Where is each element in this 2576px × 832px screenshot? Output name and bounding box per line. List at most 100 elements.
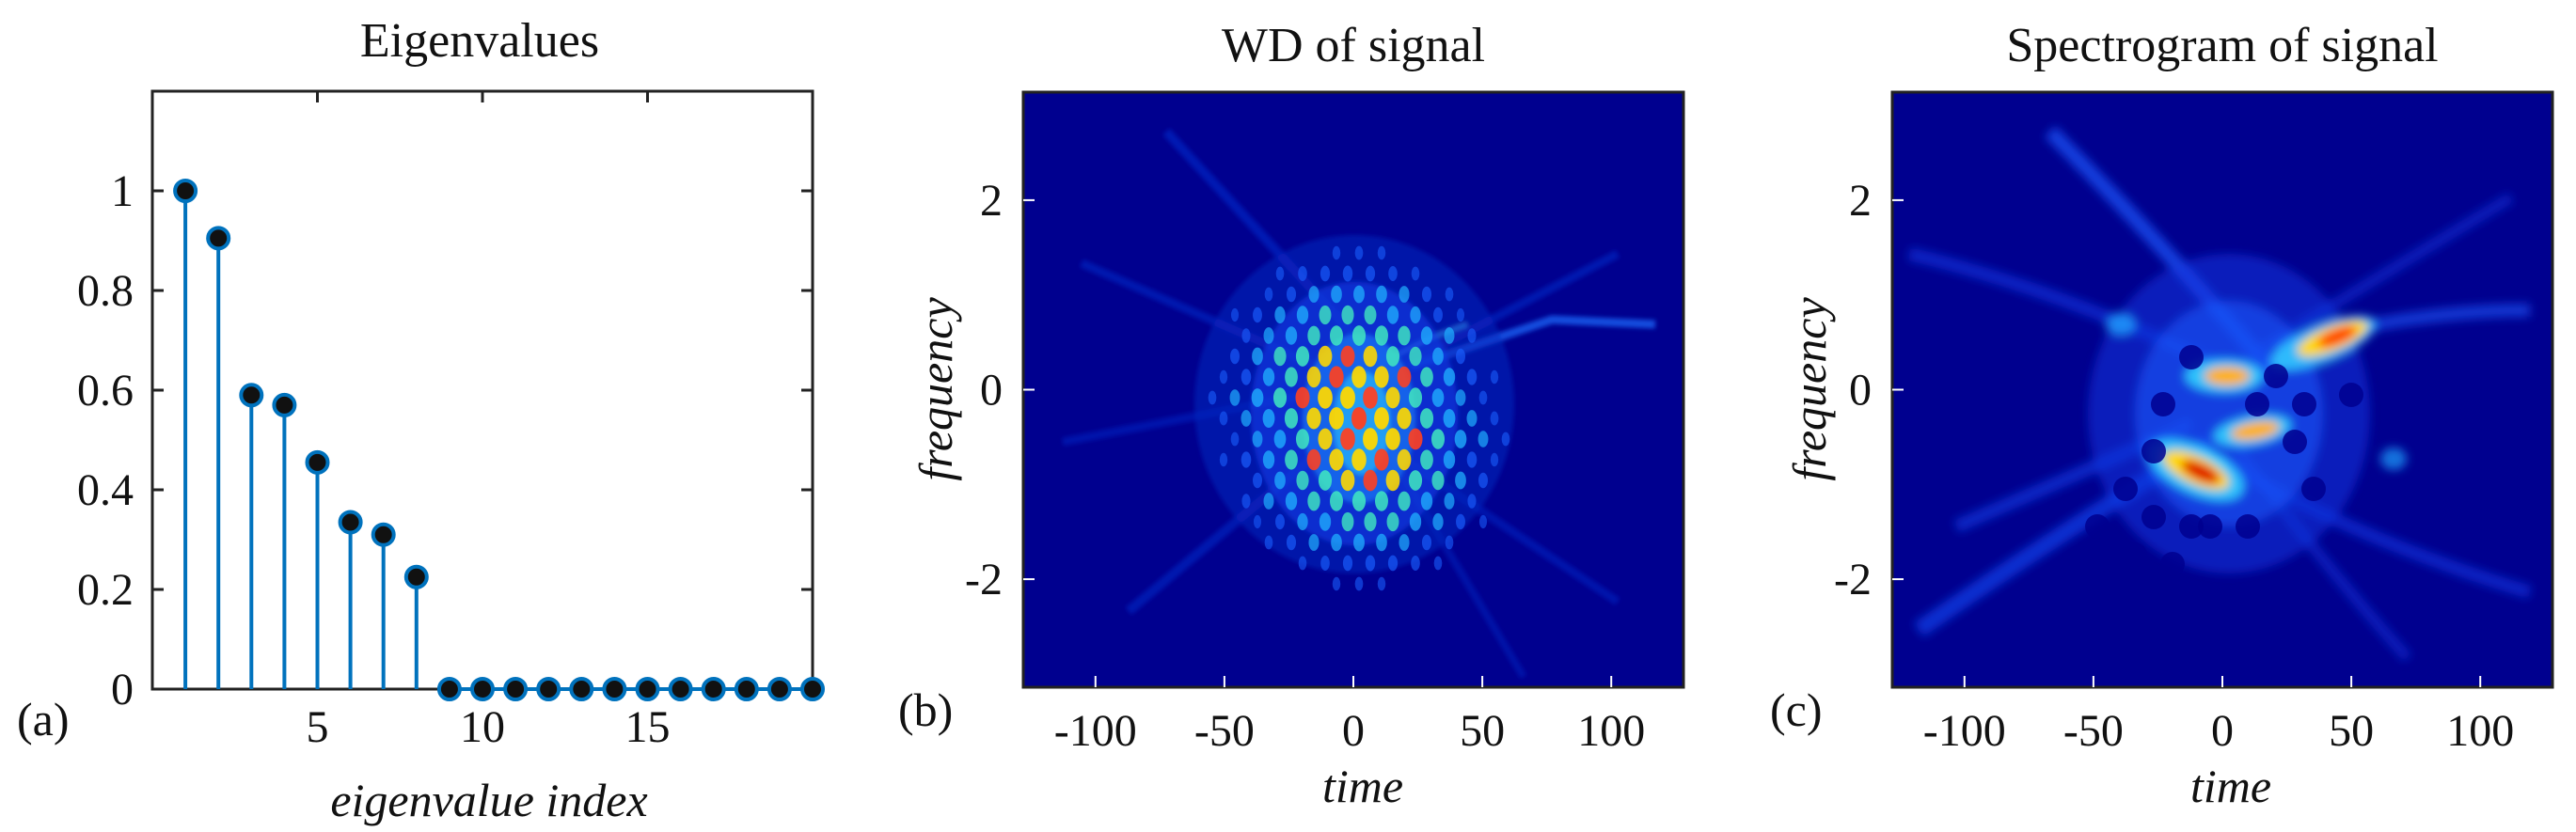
- wd-speckle: [1385, 346, 1400, 367]
- panel-b-y-axis-label: frequency: [909, 297, 962, 481]
- wd-speckle: [1490, 369, 1499, 385]
- wd-speckle: [1467, 328, 1477, 343]
- wd-speckle: [1420, 492, 1433, 510]
- panel-a-label: (a): [17, 693, 70, 746]
- wd-speckle: [1466, 410, 1478, 427]
- wd-speckle: [1306, 366, 1321, 388]
- wd-speckle: [1331, 533, 1342, 552]
- wd-speckle: [1444, 493, 1455, 510]
- x-tick-label: 100: [1577, 706, 1645, 756]
- wd-speckle: [1353, 533, 1365, 552]
- wd-speckle: [1286, 286, 1297, 303]
- x-tick-label: -50: [1194, 706, 1255, 756]
- wd-speckle: [1262, 409, 1275, 428]
- wd-speckle: [1253, 306, 1262, 323]
- wd-speckle: [1351, 491, 1367, 511]
- wd-speckle: [1376, 533, 1387, 552]
- wd-speckle: [1375, 491, 1388, 511]
- wd-speckle: [1219, 369, 1228, 385]
- wd-speckle: [1342, 265, 1353, 282]
- wd-speckle: [1365, 555, 1376, 572]
- panel-a-stems: [173, 179, 825, 701]
- wd-speckle: [1329, 407, 1344, 430]
- panel-c-label: (c): [1770, 683, 1823, 736]
- wd-speckle: [1385, 469, 1400, 492]
- wd-speckle: [1351, 366, 1367, 388]
- wd-speckle: [1329, 448, 1344, 471]
- lattice-hole: [2301, 477, 2326, 501]
- wd-speckle: [1363, 386, 1378, 409]
- panel-c-dark-lattice: [2085, 345, 2363, 595]
- wd-speckle: [1388, 266, 1398, 281]
- wd-speckle: [1241, 410, 1252, 427]
- wd-speckle: [1319, 305, 1332, 325]
- lattice-hole: [2151, 392, 2175, 416]
- wd-speckle: [1410, 306, 1421, 324]
- wd-speckle: [1330, 491, 1343, 511]
- panel-c-x-axis-label: time: [2190, 760, 2271, 812]
- wd-speckle: [1455, 389, 1466, 406]
- wd-speckle: [1295, 346, 1310, 367]
- stem-marker: [766, 677, 792, 701]
- wd-speckle: [1230, 307, 1240, 322]
- wd-speckle: [1340, 428, 1355, 450]
- wd-speckle: [1285, 367, 1298, 387]
- stem-marker: [503, 677, 529, 701]
- wd-speckle: [1375, 325, 1388, 346]
- panel-b-label: (b): [898, 683, 953, 736]
- x-tick-label: -50: [2063, 706, 2124, 756]
- wd-speckle: [1490, 411, 1499, 426]
- wd-speckle: [1444, 327, 1455, 344]
- lattice-hole: [2179, 514, 2204, 539]
- wd-speckle: [1351, 448, 1367, 471]
- panel-a-x-axis-label: eigenvalue index: [330, 774, 647, 826]
- stem-marker: [734, 677, 759, 701]
- wd-speckle: [1219, 452, 1228, 467]
- wd-speckle: [1408, 470, 1423, 491]
- wd-speckle: [1341, 305, 1354, 325]
- lattice-hole: [2141, 505, 2166, 529]
- x-tick-label: 0: [2211, 706, 2234, 756]
- y-tick-label: 2: [980, 176, 1003, 226]
- y-tick-label: 2: [1849, 176, 1872, 226]
- wd-speckle: [1285, 326, 1298, 345]
- wd-speckle: [1308, 286, 1320, 303]
- wd-speckle: [1320, 556, 1330, 571]
- wd-speckle: [1454, 430, 1467, 448]
- wd-speckle: [1241, 328, 1251, 343]
- wd-speckle: [1374, 366, 1389, 388]
- wd-speckle: [1421, 286, 1432, 303]
- wd-speckle: [1385, 428, 1400, 450]
- x-tick-label: 15: [625, 702, 671, 752]
- stem-marker: [403, 564, 429, 589]
- panel-a-x-ticks: 5 10 15: [307, 91, 671, 752]
- panel-c-y-axis-label: frequency: [1783, 297, 1836, 481]
- lattice-hole: [2264, 364, 2288, 388]
- wd-speckle: [1430, 429, 1446, 449]
- stem-marker: [272, 392, 297, 417]
- stem-marker: [239, 383, 264, 408]
- wd-speckle: [1411, 266, 1420, 281]
- lattice-hole: [2141, 439, 2166, 463]
- y-tick-label: 0: [1849, 366, 1872, 416]
- y-tick-label: 0.2: [77, 565, 134, 615]
- wd-speckle: [1318, 470, 1333, 491]
- wd-speckle: [1421, 534, 1432, 551]
- wd-speckle: [1398, 325, 1411, 346]
- wd-speckle: [1385, 386, 1400, 409]
- y-tick-label: 0.4: [77, 465, 134, 515]
- wd-speckle: [1431, 470, 1445, 491]
- wd-speckle: [1342, 555, 1353, 572]
- wd-speckle: [1340, 469, 1355, 492]
- x-tick-label: -100: [1054, 706, 1137, 756]
- wd-speckle: [1420, 449, 1433, 470]
- wd-speckle: [1363, 428, 1378, 450]
- panel-c-title: Spectrogram of signal: [2006, 19, 2438, 72]
- wd-speckle: [1251, 388, 1264, 407]
- wd-speckle: [1377, 245, 1386, 260]
- lattice-hole: [2236, 514, 2260, 539]
- stem-marker: [305, 449, 330, 475]
- panel-b-interference-pattern: [1208, 245, 1510, 591]
- wd-speckle: [1273, 346, 1287, 367]
- wd-speckle: [1377, 576, 1386, 591]
